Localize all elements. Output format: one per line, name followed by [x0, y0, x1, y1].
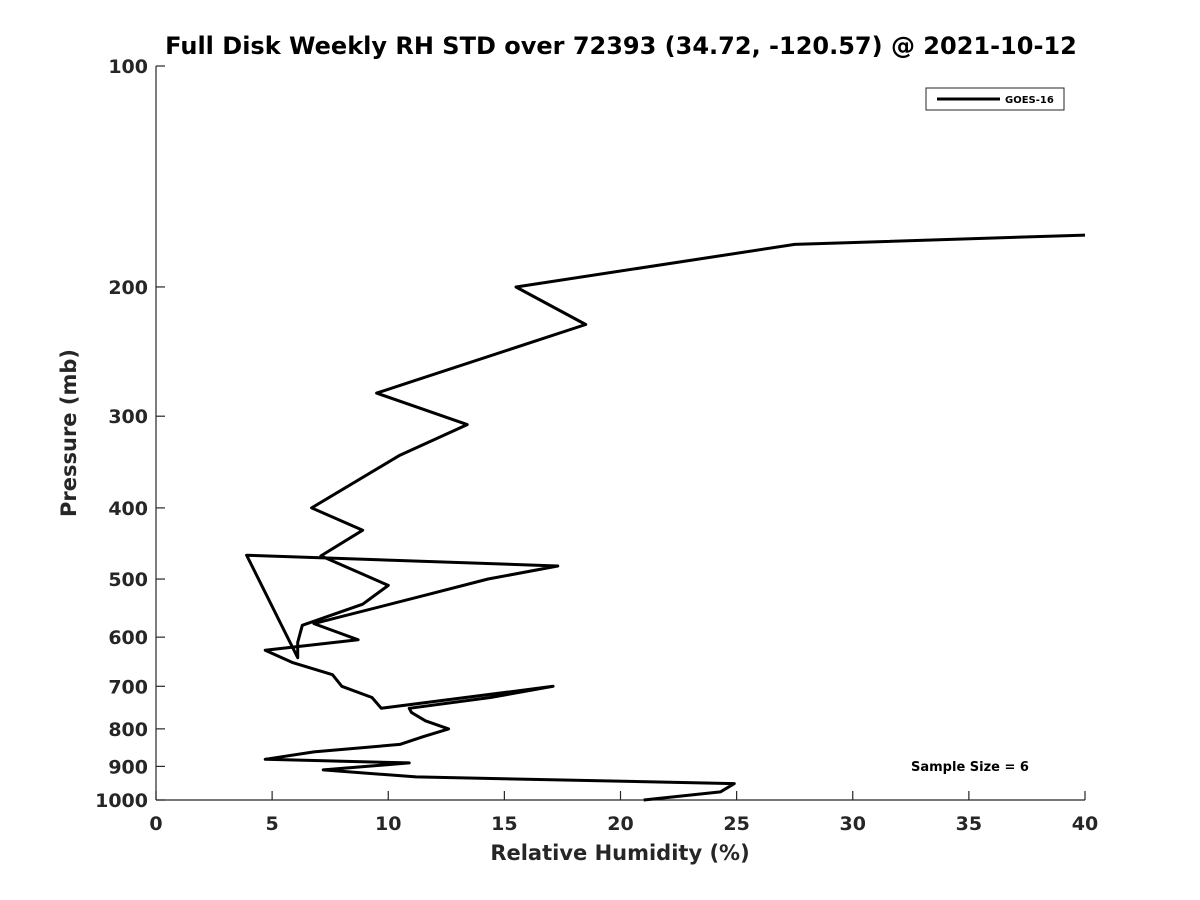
y-tick-label: 200: [108, 277, 148, 299]
series-line-goes-16: [245, 233, 1086, 802]
y-tick-label: 1000: [95, 790, 148, 812]
x-tick-label: 35: [956, 813, 982, 835]
x-tick-label: 20: [607, 813, 633, 835]
axes: [155, 66, 1085, 801]
y-tick-label: 600: [108, 627, 148, 649]
y-tick-label: 300: [108, 406, 148, 428]
y-tick-label: 400: [108, 498, 148, 520]
sample-size-annotation: Sample Size = 6: [911, 760, 1029, 775]
chart-title: Full Disk Weekly RH STD over 72393 (34.7…: [165, 32, 1077, 60]
x-tick-label: 0: [149, 813, 162, 835]
y-axis-label: Pressure (mb): [57, 349, 81, 517]
legend-label-goes-16: GOES-16: [1005, 95, 1054, 106]
y-ticks: 100 200 300 400 500 600 700 800 900 1000: [95, 56, 165, 812]
x-tick-label: 40: [1072, 813, 1098, 835]
y-tick-label: 900: [108, 756, 148, 778]
x-tick-label: 30: [840, 813, 866, 835]
x-axis-label: Relative Humidity (%): [490, 841, 749, 865]
y-tick-label: 500: [108, 569, 148, 591]
y-tick-label: 700: [108, 676, 148, 698]
x-ticks: 0 5 10 15 20 25 30 35 40: [149, 791, 1098, 835]
x-tick-label: 25: [723, 813, 749, 835]
y-tick-label: 100: [108, 56, 148, 78]
legend: GOES-16: [925, 87, 1065, 111]
x-tick-label: 15: [491, 813, 517, 835]
y-tick-label: 800: [108, 719, 148, 741]
x-tick-label: 5: [266, 813, 279, 835]
series-group: [245, 233, 1086, 802]
x-tick-label: 10: [375, 813, 401, 835]
